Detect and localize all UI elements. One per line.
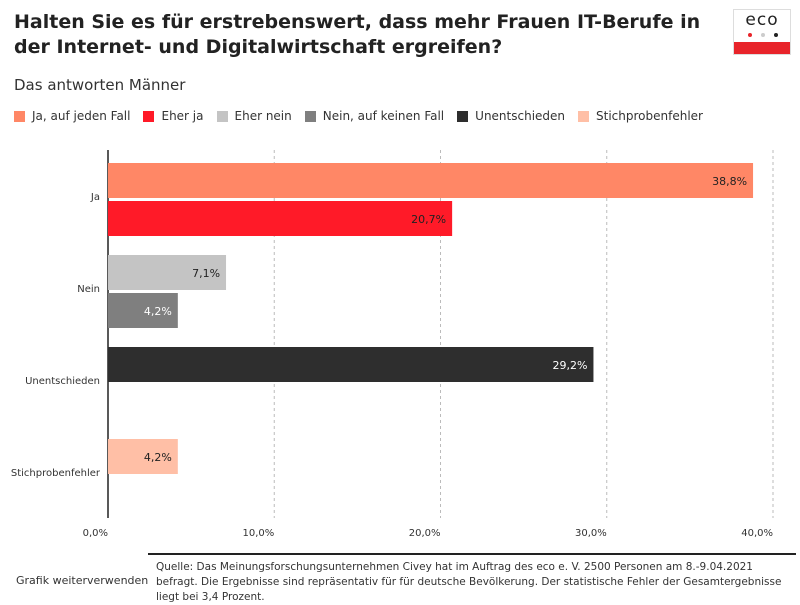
bar [108, 439, 178, 474]
chart-subtitle: Das antworten Männer [14, 76, 186, 94]
x-tick-label: 30,0% [575, 528, 607, 539]
bar [108, 347, 594, 382]
bar [108, 201, 453, 236]
legend-item[interactable]: Unentschieden [457, 109, 565, 123]
category-label: Ja [90, 192, 100, 203]
legend-swatch [457, 110, 469, 122]
data-label: 7,1% [192, 267, 220, 280]
data-label: 4,2% [144, 305, 172, 318]
legend-swatch [143, 110, 155, 122]
legend-label: Ja, auf jeden Fall [32, 109, 131, 123]
legend-item[interactable]: Ja, auf jeden Fall [14, 109, 130, 123]
data-label: 38,8% [712, 175, 747, 188]
x-tick-label: 10,0% [242, 528, 274, 539]
category-label: Nein [77, 284, 100, 295]
legend-label: Unentschieden [475, 109, 566, 123]
legend-item[interactable]: Stichprobenfehler [578, 109, 703, 123]
data-label: 20,7% [411, 213, 446, 226]
bar [108, 293, 178, 328]
source-note: Quelle: Das Meinungsforschungsunternehme… [156, 561, 782, 603]
legend-swatch [216, 110, 228, 122]
data-label: 29,2% [552, 359, 587, 372]
data-label: 4,2% [144, 451, 172, 464]
legend-item[interactable]: Eher nein [216, 109, 292, 123]
reuse-graphic-link[interactable]: Grafik weiterverwenden [16, 574, 149, 587]
legend-label: Eher nein [234, 109, 292, 123]
legend-label: Nein, auf keinen Fall [322, 109, 445, 123]
bar-chart: 0,0% 10,0% 20,0% 30,0% 40,0% Ja 38,8% 20,7% Nein… [11, 150, 774, 539]
legend-item[interactable]: Eher ja [143, 109, 204, 123]
x-tick-label: 0,0% [83, 528, 108, 539]
legend-swatch [304, 110, 316, 122]
chart-title: Halten Sie es für erstrebenswert, dass m… [14, 11, 701, 58]
x-tick-label: 20,0% [409, 528, 441, 539]
footer-divider [148, 553, 796, 555]
category-label: Stichprobenfehler [11, 468, 101, 479]
legend-swatch [578, 110, 590, 122]
x-tick-label: 40,0% [741, 528, 773, 539]
legend: Ja, auf jeden Fall Eher ja Eher nein Nein, … [14, 109, 716, 123]
legend-label: Stichprobenfehler [596, 109, 703, 123]
bar [108, 255, 227, 290]
bar [108, 163, 754, 198]
eco-logo: eco [733, 9, 791, 55]
category-label: Unentschieden [25, 376, 100, 387]
legend-swatch [14, 110, 25, 122]
legend-item[interactable]: Nein, auf keinen Fall [304, 109, 445, 123]
legend-label: Eher ja [161, 109, 204, 123]
